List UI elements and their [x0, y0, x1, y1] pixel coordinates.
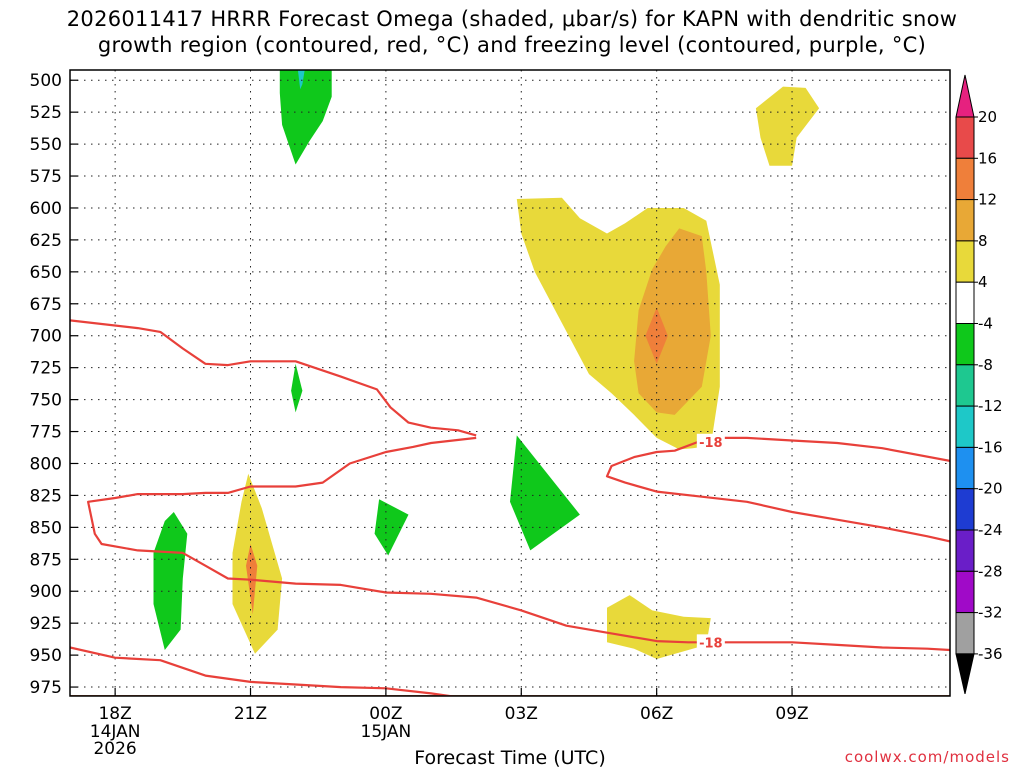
y-tick-label: 525 [30, 103, 62, 123]
x-tick-label: 03Z [505, 704, 538, 724]
colorbar-label: 8 [978, 232, 988, 250]
x-tick-sublabel: 15JAN [361, 722, 412, 742]
colorbar-swatch [955, 488, 975, 531]
pressure-axis: 500 525 550 575 600 625 650 675 700 725 750 775 800 8… [30, 71, 78, 698]
y-tick-label: 650 [30, 263, 62, 283]
x-tick-sublabel: 14JAN [90, 722, 141, 742]
x-tick-label: 18Z [98, 704, 131, 724]
y-tick-label: 700 [30, 327, 62, 347]
y-tick-label: 975 [30, 678, 62, 698]
y-tick-label: 675 [30, 295, 62, 315]
y-tick-label: 875 [30, 550, 62, 570]
y-tick-label: 550 [30, 135, 62, 155]
x-tick-sublabel: 2026 [93, 739, 136, 759]
colorbar-label: 20 [978, 108, 997, 126]
omega-region [755, 86, 820, 166]
omega-region [279, 70, 332, 165]
colorbar-swatch [955, 364, 975, 407]
omega-region [232, 473, 283, 654]
y-tick-label: 600 [30, 199, 62, 219]
colorbar-label: -32 [978, 604, 1003, 622]
x-tick-label: 09Z [775, 704, 808, 724]
y-tick-label: 725 [30, 359, 62, 379]
x-tick-label: 06Z [640, 704, 673, 724]
colorbar-swatch [955, 405, 975, 448]
colorbar-swatch [955, 157, 975, 201]
contour-line-dgz-upper [70, 319, 477, 437]
omega-region [291, 363, 303, 413]
x-axis-label: Forecast Time (UTC) [414, 747, 605, 768]
colorbar-label: 12 [978, 191, 997, 209]
y-tick-label: 575 [30, 167, 62, 187]
x-tick-label: 21Z [234, 704, 267, 724]
colorbar-swatch [955, 323, 975, 366]
colorbar-label: -28 [978, 562, 1003, 580]
colorbar-swatch [955, 570, 975, 614]
colorbar-bottom-arrow [955, 653, 975, 695]
y-tick-label: 850 [30, 518, 62, 538]
colorbar-label: -4 [978, 315, 993, 333]
omega-colorbar: 20 16 12 8 4 -4 -8 -12 -16 -20 -24 -28 -32 -36 [955, 74, 1003, 695]
omega-region [153, 512, 188, 650]
colorbar-swatch [955, 199, 975, 242]
colorbar-swatch [955, 612, 975, 655]
omega-region [297, 70, 305, 90]
y-tick-label: 500 [30, 71, 62, 91]
contour-line-dgz-right [605, 436, 950, 543]
contour-label: -18 [699, 436, 723, 451]
omega-region [374, 499, 409, 556]
colorbar-swatch [955, 240, 975, 283]
colorbar-swatch [955, 116, 975, 159]
colorbar-swatch [955, 446, 975, 490]
colorbar-swatch [955, 281, 975, 325]
x-tick-label: 00Z [369, 704, 402, 724]
contour-label-bg [696, 634, 725, 650]
colorbar-label: 16 [978, 149, 997, 167]
plot-frame [69, 69, 951, 697]
y-tick-label: 925 [30, 614, 62, 634]
y-tick-label: 825 [30, 486, 62, 506]
y-tick-label: 750 [30, 391, 62, 411]
grid-lines [70, 70, 950, 696]
omega-region [634, 228, 711, 415]
y-tick-label: 625 [30, 231, 62, 251]
omega-region [510, 435, 580, 551]
colorbar-label: -24 [978, 521, 1003, 539]
colorbar-label: -36 [978, 645, 1003, 663]
title-line-1: 2026011417 HRRR Forecast Omega (shaded, … [66, 7, 958, 31]
colorbar-label: -8 [978, 356, 993, 374]
colorbar-swatch [955, 529, 975, 572]
y-tick-label: 950 [30, 646, 62, 666]
colorbar-label: -16 [978, 438, 1003, 456]
colorbar-label: 4 [978, 273, 988, 291]
colorbar-label: -12 [978, 397, 1003, 415]
contour-line-dgz-lower [70, 646, 458, 696]
site-credit: coolwx.com/models [844, 748, 1010, 766]
y-tick-label: 800 [30, 454, 62, 474]
omega-region [607, 595, 711, 659]
omega-region [645, 307, 668, 364]
y-tick-label: 900 [30, 582, 62, 602]
title-line-2: growth region (contoured, red, °C) and f… [97, 33, 927, 57]
chart-title: 2026011417 HRRR Forecast Omega (shaded, … [0, 6, 1024, 58]
omega-shading [70, 70, 950, 696]
contour-label-bg [696, 433, 725, 449]
colorbar-top-arrow [955, 74, 975, 118]
y-tick-label: 775 [30, 423, 62, 443]
temperature-contours: -18 -18 [70, 319, 950, 696]
contour-label: -18 [699, 636, 723, 651]
colorbar-label: -20 [978, 480, 1003, 498]
